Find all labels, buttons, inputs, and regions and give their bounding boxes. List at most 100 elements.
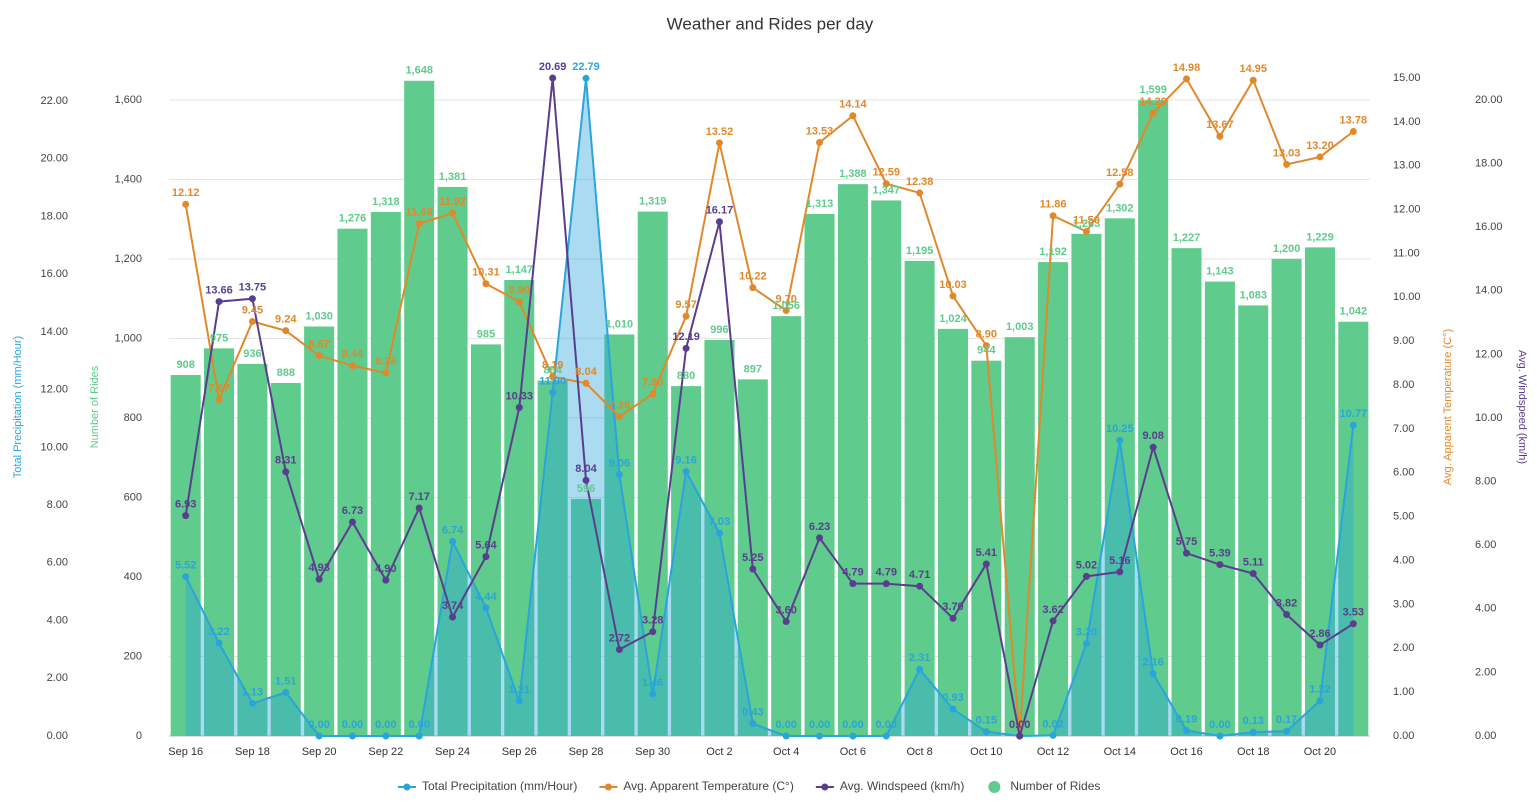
data-point bbox=[1249, 76, 1257, 84]
data-point bbox=[849, 112, 857, 120]
bar bbox=[1304, 247, 1335, 736]
tick-label: 8.00 bbox=[47, 499, 68, 511]
data-point bbox=[182, 200, 190, 208]
bar bbox=[304, 326, 335, 736]
data-point bbox=[882, 180, 890, 188]
bar bbox=[170, 374, 201, 736]
data-point bbox=[816, 534, 824, 542]
tick-label: 800 bbox=[124, 412, 142, 424]
data-label: 5.11 bbox=[1243, 556, 1264, 568]
data-point bbox=[215, 639, 223, 647]
data-point bbox=[1183, 75, 1191, 83]
bar bbox=[1038, 262, 1069, 736]
data-label: 4.79 bbox=[842, 567, 863, 579]
data-label: 3.60 bbox=[775, 604, 796, 616]
data-label: 3.82 bbox=[1276, 597, 1297, 609]
data-point bbox=[382, 369, 390, 377]
data-label: 0.00 bbox=[1209, 719, 1230, 731]
data-label: 0.17 bbox=[1276, 714, 1297, 726]
data-point bbox=[949, 292, 957, 300]
data-label: 5.64 bbox=[475, 540, 497, 552]
data-label: 2.16 bbox=[1142, 657, 1163, 669]
data-label: 1,042 bbox=[1340, 306, 1368, 318]
legend-label: Avg. Windspeed (km/h) bbox=[840, 779, 965, 793]
bar bbox=[1071, 233, 1102, 736]
bar bbox=[1238, 305, 1269, 736]
tick-label: 0.00 bbox=[1393, 730, 1414, 742]
data-point bbox=[515, 697, 523, 705]
data-point bbox=[282, 468, 290, 476]
bar bbox=[971, 360, 1002, 736]
tick-label: 1,400 bbox=[114, 173, 142, 185]
data-label: 1,200 bbox=[1273, 243, 1301, 255]
data-label: 1,319 bbox=[639, 195, 667, 207]
data-point bbox=[315, 352, 323, 360]
data-label: 2.86 bbox=[1309, 628, 1330, 640]
data-point bbox=[615, 471, 623, 479]
series-line bbox=[184, 78, 1355, 738]
data-point bbox=[315, 575, 323, 583]
data-label: 1,192 bbox=[1039, 246, 1067, 258]
tick-label: 4.00 bbox=[1475, 603, 1496, 615]
data-point bbox=[582, 74, 590, 82]
x-tick-label: Oct 6 bbox=[840, 746, 866, 758]
legend-swatch bbox=[821, 783, 829, 791]
data-label: 11.90 bbox=[539, 375, 566, 387]
data-label: 8.44 bbox=[342, 349, 364, 361]
data-point bbox=[649, 690, 657, 698]
data-label: 0.00 bbox=[876, 719, 897, 731]
bar bbox=[1104, 218, 1135, 737]
data-label: 9.06 bbox=[609, 457, 630, 469]
data-point bbox=[1149, 670, 1157, 678]
data-label: 0.00 bbox=[1009, 719, 1030, 731]
data-label: 1.21 bbox=[509, 684, 530, 696]
tick-label: 18.00 bbox=[40, 210, 68, 222]
tick-label: 2.00 bbox=[1475, 666, 1496, 678]
data-point bbox=[1149, 443, 1157, 451]
tick-label: 9.00 bbox=[1393, 335, 1414, 347]
bar bbox=[737, 379, 768, 736]
data-label: 3.62 bbox=[1042, 604, 1063, 616]
data-label: 596 bbox=[577, 483, 595, 495]
bar bbox=[437, 186, 468, 737]
data-label: 6.23 bbox=[809, 521, 830, 533]
data-label: 10.33 bbox=[506, 390, 534, 402]
data-label: 14.98 bbox=[1173, 62, 1201, 74]
x-tick-label: Sep 22 bbox=[368, 746, 403, 758]
data-point bbox=[682, 468, 690, 476]
bar bbox=[1271, 258, 1302, 736]
data-point bbox=[348, 518, 356, 526]
data-point bbox=[749, 720, 757, 728]
data-label: 5.41 bbox=[976, 547, 997, 559]
data-label: 7.03 bbox=[709, 516, 730, 528]
bar bbox=[370, 211, 401, 737]
data-label: 1,030 bbox=[305, 310, 333, 322]
data-point bbox=[982, 728, 990, 736]
data-label: 8.04 bbox=[575, 463, 597, 475]
data-point bbox=[415, 504, 423, 512]
legend-swatch bbox=[988, 781, 1001, 793]
tick-label: 16.00 bbox=[1475, 221, 1503, 233]
data-label: 908 bbox=[177, 359, 195, 371]
data-point bbox=[348, 732, 356, 740]
data-label: 9.45 bbox=[242, 304, 263, 316]
data-point bbox=[1082, 572, 1090, 580]
tick-label: 18.00 bbox=[1475, 157, 1503, 169]
x-tick-label: Oct 16 bbox=[1170, 746, 1202, 758]
data-label: 7.28 bbox=[609, 400, 630, 412]
data-point bbox=[1216, 561, 1224, 569]
data-label: 880 bbox=[677, 370, 695, 382]
tick-label: 6.00 bbox=[1393, 467, 1414, 479]
data-label: 3.74 bbox=[442, 600, 464, 612]
data-label: 1.46 bbox=[642, 677, 663, 689]
tick-label: 10.00 bbox=[40, 441, 68, 453]
data-label: 13.78 bbox=[1340, 114, 1368, 126]
x-tick-label: Sep 26 bbox=[502, 746, 537, 758]
data-point bbox=[1316, 153, 1324, 161]
data-label: 12.59 bbox=[872, 167, 900, 179]
bar bbox=[1138, 100, 1169, 737]
data-label: 10.77 bbox=[1340, 408, 1368, 420]
data-point bbox=[482, 553, 490, 561]
data-point bbox=[1216, 132, 1224, 140]
x-tick-label: Sep 18 bbox=[235, 746, 270, 758]
